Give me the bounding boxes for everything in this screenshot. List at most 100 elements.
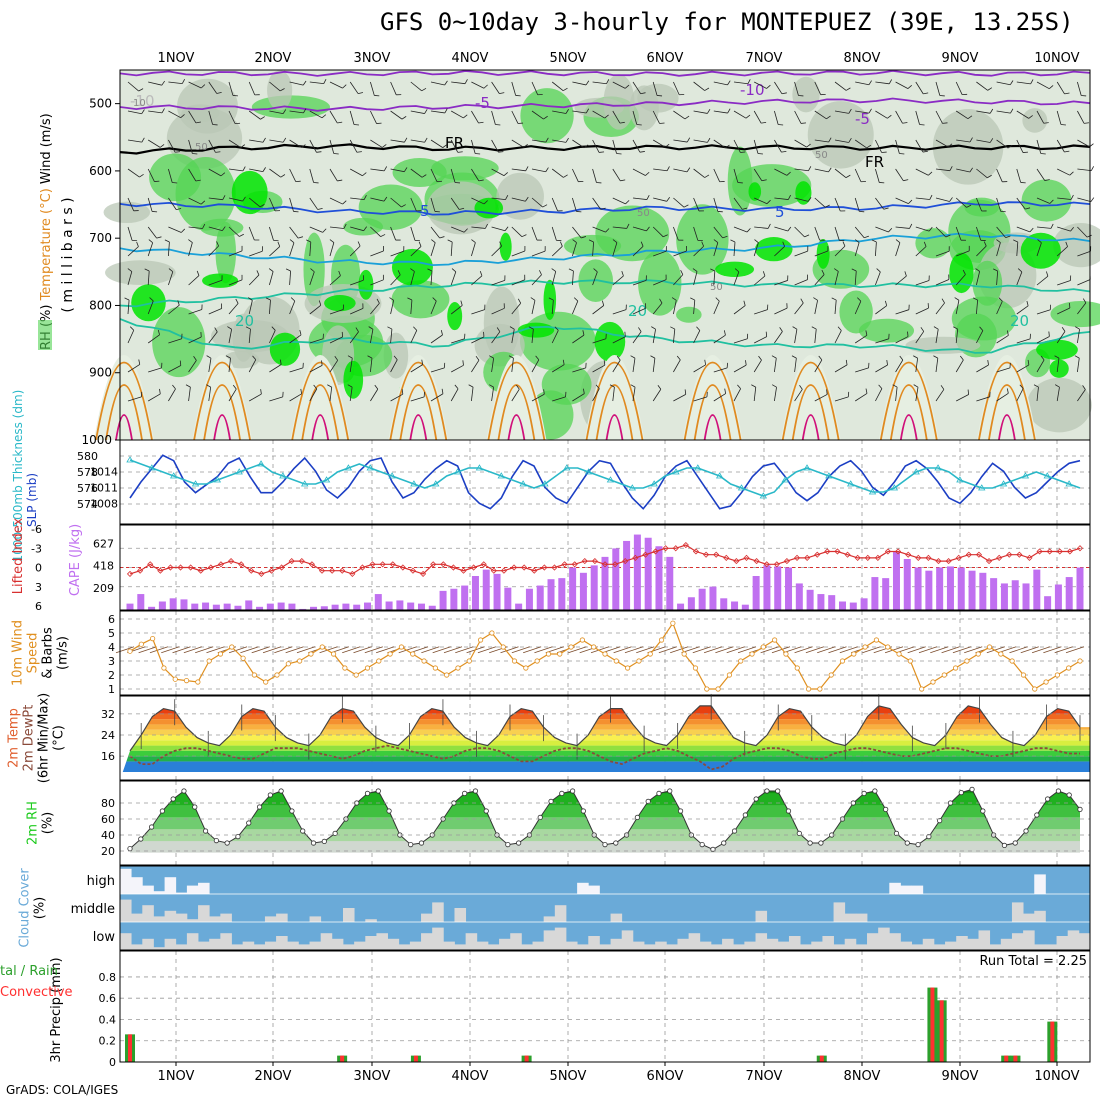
wind-barb: [450, 271, 457, 286]
wind-barb: [216, 91, 222, 94]
wind-barb: [875, 197, 885, 210]
rh-marker: [321, 838, 327, 845]
cape-bar: [353, 604, 361, 610]
rh-marker: [224, 840, 230, 846]
surface-barb: [534, 646, 553, 654]
wind-barb: [693, 271, 698, 286]
wind-barb: [814, 300, 818, 315]
wind-barb: [632, 81, 641, 94]
wind-marker: [353, 672, 359, 678]
li-marker: [227, 558, 235, 565]
wind-barb: [310, 268, 315, 273]
wind-barb: [855, 367, 869, 373]
wind-barb: [323, 79, 327, 84]
wind-barb: [196, 270, 200, 276]
wind-marker: [511, 658, 518, 664]
wind-barb: [188, 226, 203, 229]
cloud-low: [978, 930, 991, 950]
wind-barb: [1040, 355, 1045, 361]
wind-barb: [228, 110, 236, 124]
wind-barb: [208, 387, 212, 402]
wind-barb: [683, 204, 689, 208]
wind-barb: [321, 360, 323, 366]
wind-barb: [172, 384, 176, 390]
surface-barb: [511, 646, 530, 654]
rh-marker: [796, 830, 802, 837]
wind-barb: [868, 80, 872, 86]
wind-barb: [280, 88, 285, 92]
rh-region: [949, 252, 974, 294]
top-date-label: 1NOV: [158, 51, 195, 66]
wind-barb: [350, 197, 365, 201]
wind-barb: [834, 245, 846, 257]
li-marker: [470, 564, 477, 571]
ylabel-text: 3hr Precip (mm): [49, 957, 64, 1062]
wind-barb: [168, 242, 170, 257]
wind-barb: [996, 139, 1009, 149]
li-marker: [733, 558, 740, 565]
wind-barb: [471, 239, 476, 243]
wind-barb: [370, 388, 379, 402]
wind-barb: [1036, 242, 1042, 257]
rh-contour-label: 50: [195, 142, 208, 153]
wind-barb: [138, 88, 144, 92]
li-marker: [844, 551, 851, 558]
wind-barb: [195, 121, 201, 124]
wind-barb: [242, 166, 246, 172]
surface-barb: [500, 646, 519, 654]
cloud-low: [465, 933, 478, 950]
wind-barb: [157, 329, 160, 335]
wind-barb: [410, 268, 415, 272]
cloud-low: [432, 927, 444, 950]
thickness-marker: [1043, 472, 1051, 479]
wind-barb: [947, 143, 953, 148]
wind-barb: [565, 137, 569, 143]
wind-barb: [450, 139, 459, 153]
wind-barb: [1077, 250, 1091, 257]
cloud-low: [264, 941, 277, 950]
cloud-low: [699, 941, 712, 950]
wind-barb: [895, 110, 903, 124]
top-date-label: 10NOV: [1034, 51, 1079, 66]
cloud-low: [521, 944, 533, 950]
wind-barb: [1056, 139, 1065, 153]
wind-barb: [1043, 122, 1049, 124]
wind-barb: [554, 326, 559, 331]
cape-bar: [515, 603, 523, 610]
wind-barb: [1036, 197, 1051, 204]
wind-barb: [976, 197, 982, 212]
cloud-ylabel: Cloud Cover (%): [18, 868, 48, 948]
cape-bar: [644, 537, 652, 610]
wind-barb: [730, 239, 736, 243]
wind-barb: [489, 384, 494, 388]
wind-marker: [1066, 665, 1072, 671]
li-marker: [217, 561, 225, 568]
ylabel-text: (%): [33, 897, 48, 920]
wind-marker: [172, 676, 178, 682]
wind-barb: [289, 197, 294, 212]
thickness-marker: [519, 480, 527, 487]
wind-barb: [447, 239, 453, 243]
wind-barb: [1082, 298, 1087, 304]
wind-barb: [228, 81, 234, 96]
surface-barb: [1020, 646, 1039, 654]
li-marker: [359, 564, 366, 571]
wind-barb: [563, 174, 568, 178]
wind-barb: [653, 250, 667, 257]
cloud-middle: [421, 913, 433, 922]
cloud-middle: [554, 905, 567, 922]
wind-barb: [188, 387, 191, 402]
wind-barb: [168, 197, 177, 210]
wind-barb: [868, 108, 872, 114]
wind-barb: [887, 114, 892, 119]
wind-barb: [680, 270, 684, 275]
wind-barb: [216, 241, 219, 247]
surface-barb: [240, 646, 259, 654]
li-marker: [1006, 551, 1013, 558]
wind-barb: [1056, 358, 1060, 373]
wind-marker: [738, 658, 744, 664]
wind-barb: [206, 355, 212, 359]
cape-bar: [579, 572, 587, 610]
wind-barb: [200, 200, 206, 205]
wind-barb: [834, 226, 840, 241]
